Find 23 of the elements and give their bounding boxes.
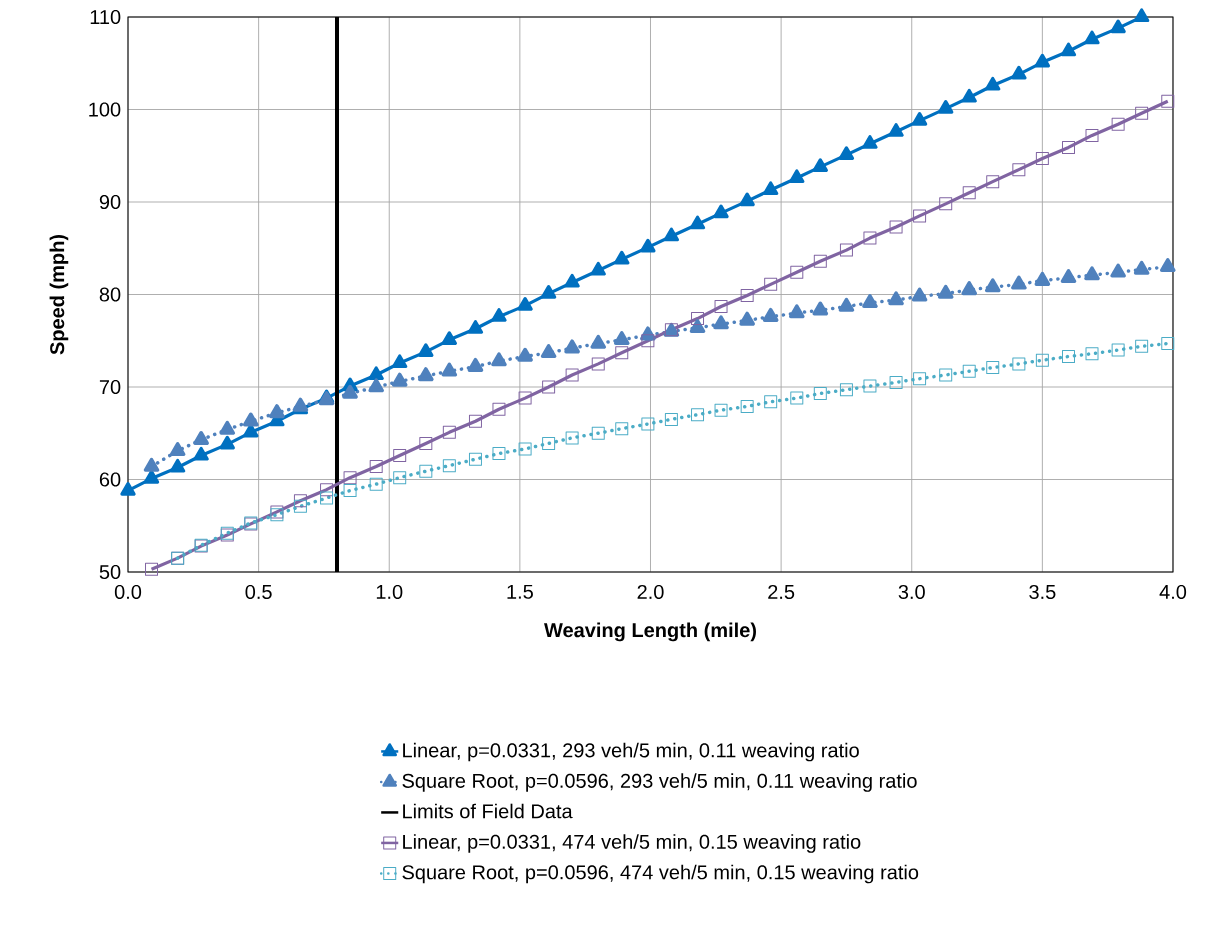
legend-label: Square Root, p=0.0596, 474 veh/5 min, 0.15 weaving ratio	[402, 864, 919, 884]
y-tick-label: 110	[90, 9, 121, 25]
x-axis-title: Weaving Length (mile)	[544, 622, 756, 642]
x-tick-label: 0.0	[114, 584, 142, 600]
x-tick-label: 2.5	[768, 584, 795, 600]
x-tick-label: 2.0	[637, 584, 664, 600]
x-tick-label: 4.0	[1159, 584, 1187, 600]
legend-label: Linear, p=0.0331, 293 veh/5 min, 0.11 weaving ratio	[403, 742, 859, 762]
y-axis-title: Speed (mph)	[49, 234, 69, 355]
x-tick-label: 0.5	[245, 584, 272, 600]
legend-label: Linear, p=0.0331, 474 veh/5 min, 0.15 weaving ratio	[403, 834, 861, 853]
legend-label: Limits of Field Data	[403, 803, 573, 819]
y-tick-label: 90	[99, 194, 121, 210]
x-tick-label: 3.5	[1029, 584, 1056, 600]
y-tick-label: 80	[99, 287, 121, 302]
x-tick-label: 3.0	[898, 584, 925, 600]
y-tick-label: 100	[89, 102, 121, 117]
y-tick-label: 50	[99, 564, 121, 580]
x-tick-label: 1.5	[507, 584, 533, 599]
y-tick-label: 70	[99, 379, 121, 395]
legend-label: Square Root, p=0.0596, 293 veh/5 min, 0.11 weaving ratio	[402, 773, 917, 792]
y-tick-label: 60	[99, 472, 121, 487]
x-tick-label: 1.0	[376, 584, 403, 600]
